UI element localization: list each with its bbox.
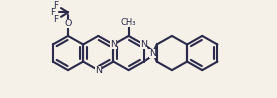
Text: N: N [110, 40, 117, 49]
Text: N: N [95, 66, 102, 75]
Text: O: O [64, 19, 72, 28]
Text: N: N [140, 40, 147, 49]
Text: F: F [53, 15, 58, 24]
Text: F: F [53, 1, 58, 10]
Text: N: N [149, 49, 156, 58]
Text: F: F [50, 8, 55, 17]
Text: CH₃: CH₃ [121, 18, 136, 27]
